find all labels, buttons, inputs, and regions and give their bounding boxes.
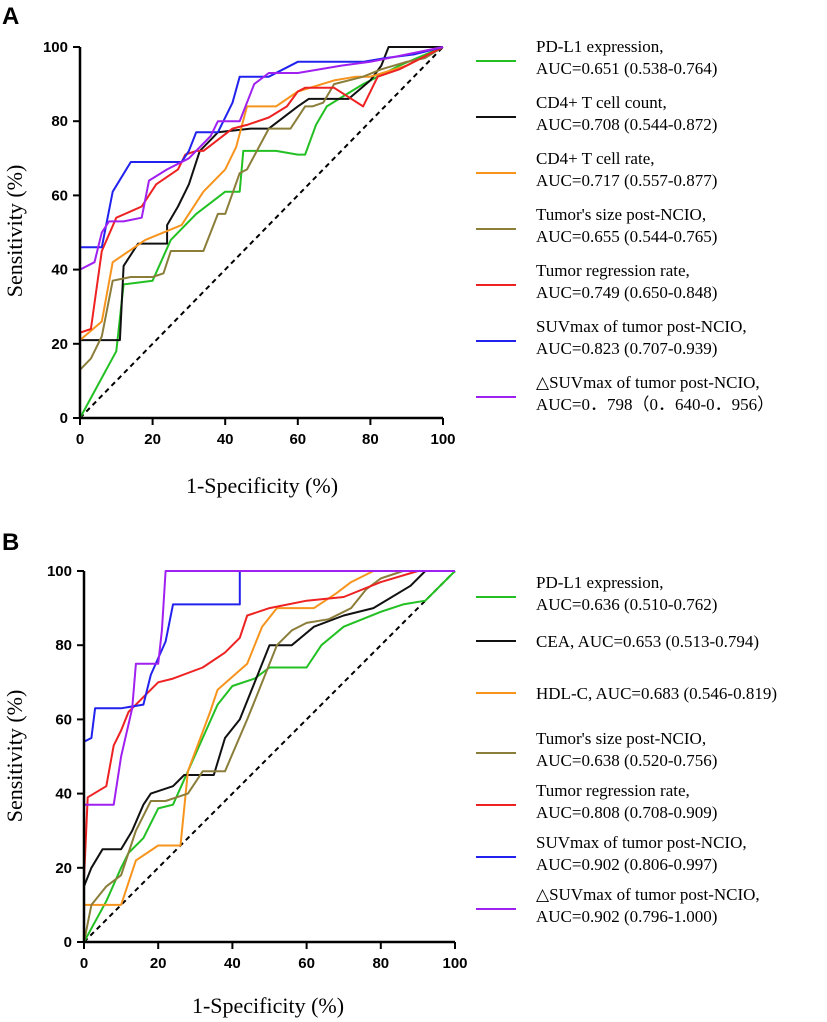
x-tick-label: 40 [224,955,241,972]
reference-diagonal-line [83,570,456,943]
legend-auc: AUC=0.683 (0.546-0.819) [596,684,777,703]
roc-curve-2 [80,46,443,342]
legend-label: HDL-C, AUC=0.683 (0.546-0.819) [536,684,777,703]
legend-series-name: SUVmax of tumor post-NCIO, [536,833,747,852]
legend-auc: AUC=0.902 (0.806-0.997) [536,855,717,874]
legend-series-name: △SUVmax of tumor post-NCIO, [536,373,760,392]
legend-series-name: PD-L1 expression, [536,37,663,56]
panel-letter: A [2,3,19,30]
legend-series-name: Tumor regression rate, [536,781,690,800]
y-tick-label: 100 [47,563,72,580]
x-axis-title: 1-Specificity (%) [186,473,338,498]
y-tick-label: 80 [51,113,68,130]
legend-series-name: Tumor's size post-NCIO, [536,205,706,224]
roc-curve-7 [84,570,455,806]
x-tick-label: 100 [442,955,467,972]
y-tick-label: 40 [51,262,68,279]
legend-series-name: △SUVmax of tumor post-NCIO, [536,885,760,904]
legend-auc: AUC=0.823 (0.707-0.939) [536,339,717,358]
y-tick-label: 0 [64,934,72,951]
roc-curve-4 [79,46,444,371]
roc-curve-3 [79,46,444,341]
x-tick-label: 20 [144,431,161,448]
legend-series-name: CD4+ T cell rate, [536,149,655,168]
roc-curve-7 [79,46,444,271]
legend-auc: AUC=0.749 (0.650-0.848) [536,283,717,302]
legend-auc: AUC=0.653 (0.513-0.794) [578,632,759,651]
y-tick-label: 100 [43,39,68,56]
roc-curve-5 [79,46,444,334]
roc-curve-6 [83,570,455,743]
legend-auc: AUC=0.651 (0.538-0.764) [536,59,717,78]
legend-auc: AUC=0.638 (0.520-0.756) [536,751,717,770]
legend-series-name: HDL-C, [536,684,592,703]
panel-b: B 0 20 40 60 80 100 0 20 40 60 80 100 1-Specificity (… [2,529,777,1018]
x-tick-label: 0 [76,431,84,448]
legend-series-name: Tumor regression rate, [536,261,690,280]
x-tick-label: 60 [289,431,306,448]
y-tick-label: 80 [55,637,72,654]
legend-series-name: SUVmax of tumor post-NCIO, [536,317,747,336]
roc-curve-3 [84,570,455,906]
legend-series-name: CD4+ T cell count, [536,93,667,112]
legend-auc: AUC=0.717 (0.557-0.877) [536,171,717,190]
panel-letter: B [2,529,19,556]
legend-auc: AUC=0.902 (0.796-1.000) [536,907,717,926]
x-tick-label: 100 [430,431,455,448]
y-tick-label: 60 [55,711,72,728]
y-axis-title: Sensitivity (%) [2,165,27,298]
y-tick-label: 20 [55,860,72,877]
roc-curve-4 [83,570,455,943]
legend-auc: AUC=0．798（0．640-0．956） [536,395,774,414]
panel-a: A 0 20 40 60 80 100 0 20 40 60 80 100 1-Specificity (… [2,3,774,498]
y-tick-label: 60 [51,187,68,204]
reference-diagonal-line [79,46,444,419]
legend-series-name: CEA, [536,632,574,651]
legend-auc: AUC=0.636 (0.510-0.762) [536,595,717,614]
y-tick-label: 40 [55,786,72,803]
legend-label: CEA, AUC=0.653 (0.513-0.794) [536,632,759,651]
legend-auc: AUC=0.655 (0.544-0.765) [536,227,717,246]
x-tick-label: 40 [217,431,234,448]
legend-series-name: Tumor's size post-NCIO, [536,729,706,748]
roc-curve-1 [83,570,456,943]
roc-curve-6 [80,46,444,249]
legend-series-name: PD-L1 expression, [536,573,663,592]
x-tick-label: 80 [362,431,379,448]
roc-curve-5 [83,570,455,879]
x-tick-label: 20 [150,955,167,972]
y-tick-label: 20 [51,336,68,353]
roc-curve-2 [83,570,455,887]
x-tick-label: 0 [80,955,88,972]
legend-auc: AUC=0.708 (0.544-0.872) [536,115,717,134]
y-tick-label: 0 [60,410,68,427]
y-axis-title: Sensitivity (%) [2,690,27,823]
x-tick-label: 60 [298,955,315,972]
x-tick-label: 80 [372,955,389,972]
x-axis-title: 1-Specificity (%) [192,993,344,1018]
legend-auc: AUC=0.808 (0.708-0.909) [536,803,717,822]
